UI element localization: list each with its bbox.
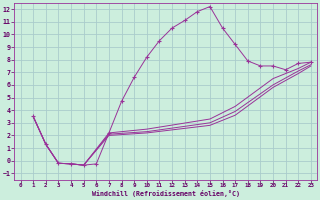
X-axis label: Windchill (Refroidissement éolien,°C): Windchill (Refroidissement éolien,°C) bbox=[92, 190, 240, 197]
